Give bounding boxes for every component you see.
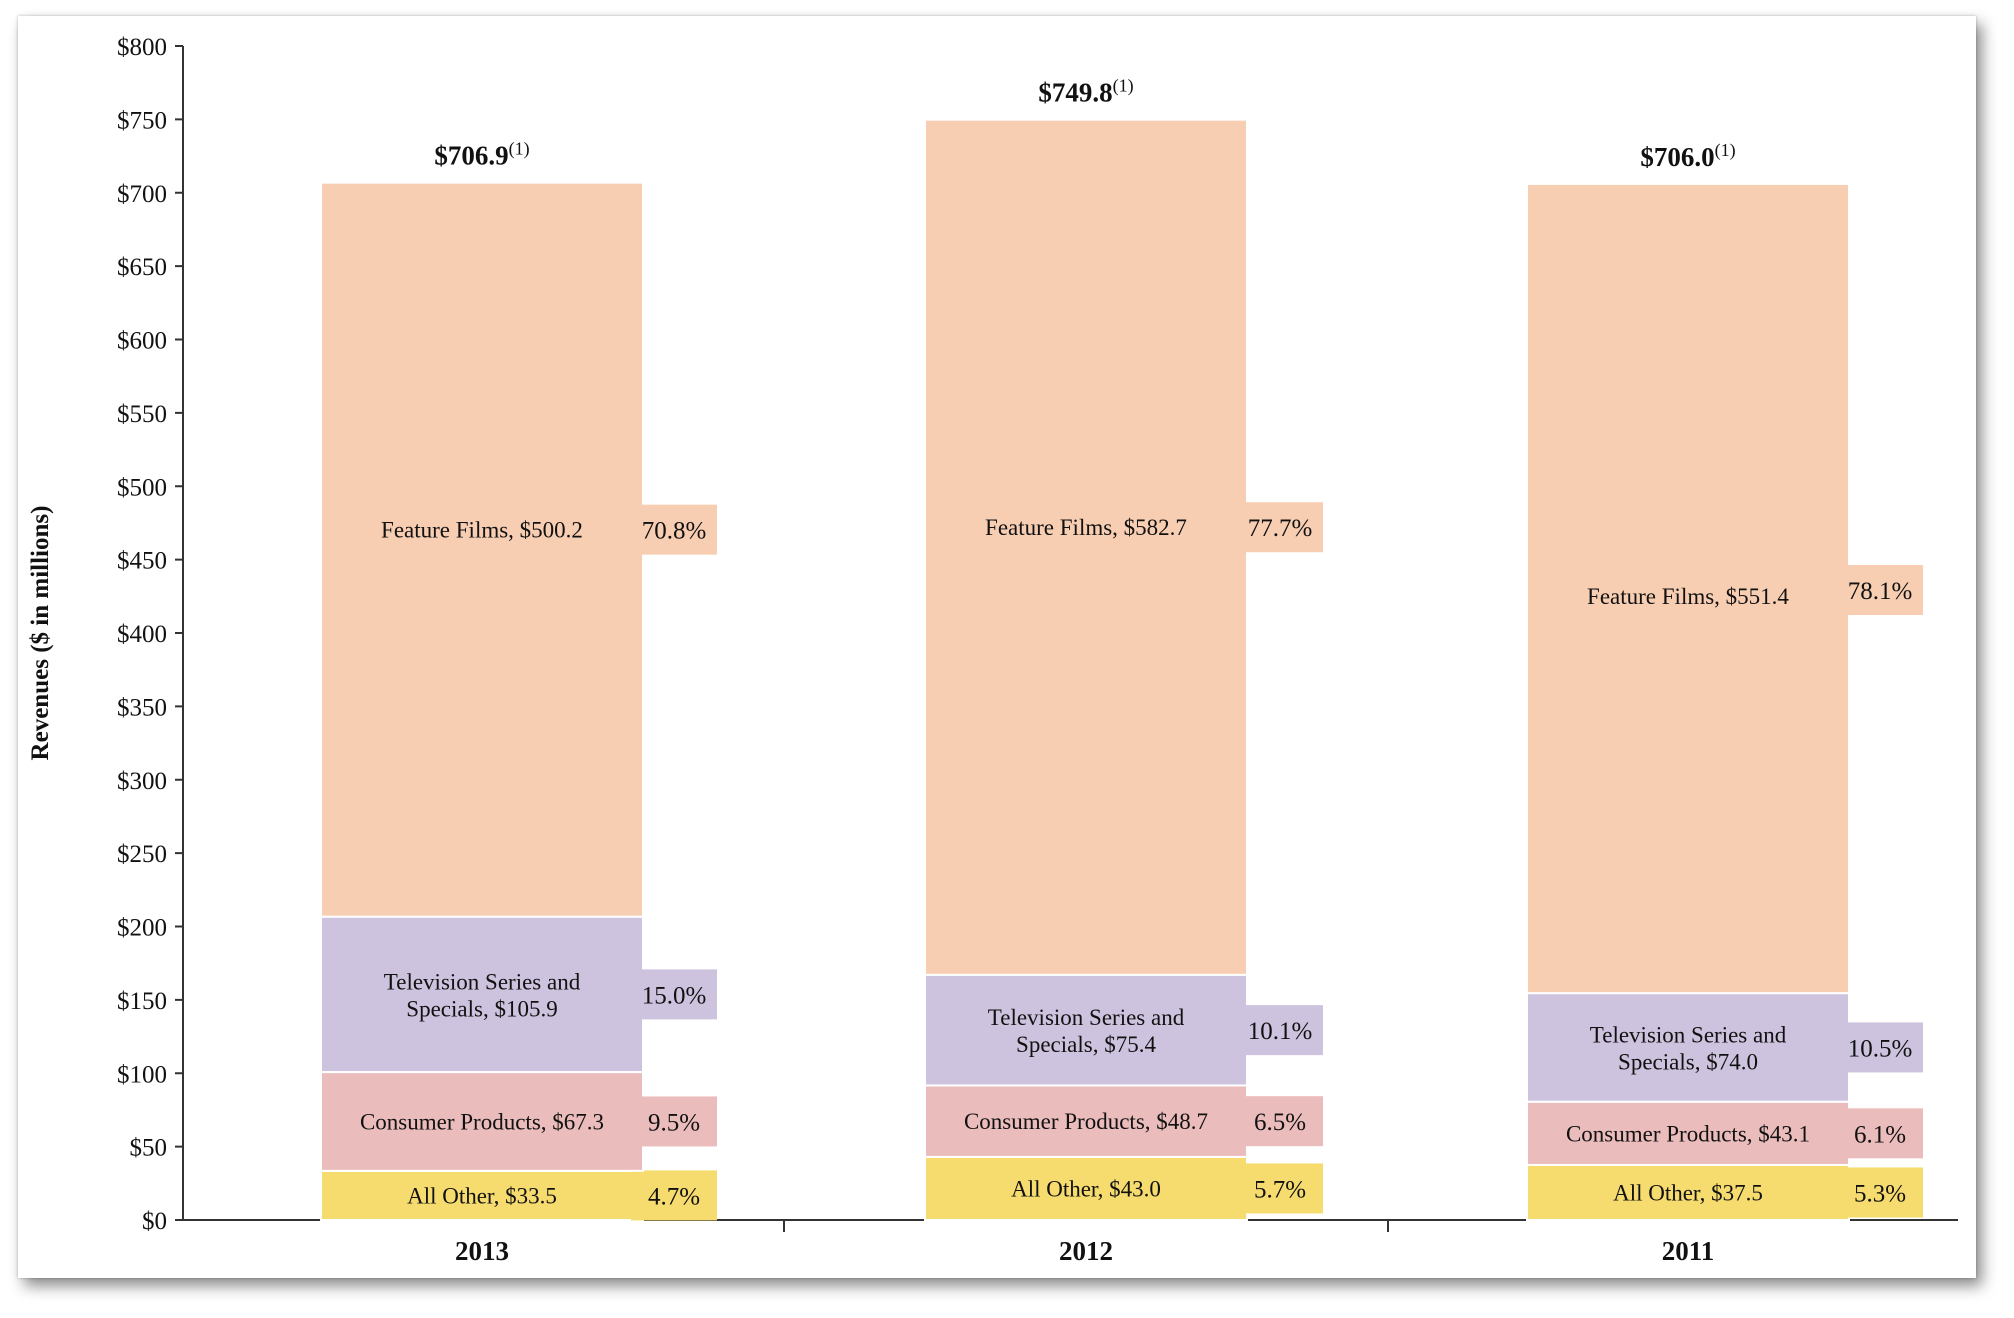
percent-box-television-series [1237,1005,1323,1056]
y-tick-label: $550 [117,401,167,428]
percent-box-feature-films [1837,565,1923,615]
segment-label: Feature Films, $582.7 [985,515,1187,540]
segment-label: All Other, $37.5 [1613,1180,1763,1205]
y-tick-label: $200 [117,915,167,942]
percent-label: 70.8% [642,518,707,545]
y-tick-label: $50 [130,1135,168,1162]
percent-box-consumer-products [1237,1096,1323,1147]
percent-label: 4.7% [648,1183,700,1210]
bar-total-label: $749.8(1) [1038,76,1133,108]
bar-segment-feature-films [1526,182,1850,995]
bar-segment-television-series [320,915,644,1074]
percent-box-all-other [1837,1167,1923,1218]
segment-label: Television Series and [988,1005,1185,1030]
x-category-label: 2011 [1662,1236,1715,1266]
bar-segment-consumer-products [320,1071,644,1172]
percent-label: 10.5% [1848,1035,1913,1062]
segment-label: Television Series and [384,969,581,994]
percent-label: 6.1% [1854,1121,1906,1148]
percent-box-television-series [631,969,717,1020]
stacked-bar-chart: $0 $50 $100 $150 $200 $250 $300 $350 $400 $450 $50… [27,34,1958,1266]
bar-segment-consumer-products [924,1084,1248,1158]
percent-box-consumer-products [631,1096,717,1147]
chart-frame: $0 $50 $100 $150 $200 $250 $300 $350 $400 $450 $50… [18,16,1976,1278]
segment-label: Feature Films, $551.4 [1587,584,1789,609]
segment-label: Feature Films, $500.2 [381,518,583,543]
percent-label: 5.7% [1254,1176,1306,1203]
bar-segment-feature-films [320,181,644,918]
percent-box-all-other [631,1170,717,1221]
y-tick-label: $600 [117,328,167,355]
percent-label: 6.5% [1254,1109,1306,1136]
y-tick-label: $350 [117,694,167,721]
y-tick-label: $450 [117,548,167,575]
bar-segment-consumer-products [1526,1100,1850,1166]
segment-label: Consumer Products, $48.7 [964,1109,1208,1134]
segment-label: Specials, $75.4 [1016,1032,1156,1057]
percent-label: 10.1% [1248,1018,1313,1045]
bar-total-label: $706.0(1) [1640,140,1735,172]
bar-segment-television-series [1526,992,1850,1103]
y-tick-label: $400 [117,621,167,648]
y-tick-label: $0 [142,1208,167,1235]
y-tick-label: $700 [117,181,167,208]
y-tick-label: $800 [117,34,167,61]
y-tick-label: $300 [117,768,167,795]
percent-box-consumer-products [1837,1108,1923,1159]
y-tick-label: $750 [117,107,167,134]
bar-total-label: $706.9(1) [434,139,529,171]
y-axis-title: Revenues ($ in millions) [27,506,54,761]
percent-label: 77.7% [1248,515,1313,542]
segment-label: Consumer Products, $67.3 [360,1109,604,1134]
bar-segment-feature-films [924,118,1248,976]
segment-label: Consumer Products, $43.1 [1566,1121,1810,1146]
segment-label: Television Series and [1590,1022,1787,1047]
percent-label: 9.5% [648,1109,700,1136]
y-tick-label: $100 [117,1061,167,1088]
segment-label: Specials, $105.9 [406,996,557,1021]
percent-label: 5.3% [1854,1180,1906,1207]
percent-label: 15.0% [642,982,707,1009]
segment-label: Specials, $74.0 [1618,1049,1758,1074]
y-tick-label: $150 [117,988,167,1015]
segment-label: All Other, $43.0 [1011,1176,1161,1201]
percent-box-television-series [1837,1022,1923,1073]
percent-box-all-other [1237,1163,1323,1214]
x-category-label: 2012 [1059,1236,1113,1266]
y-tick-label: $650 [117,254,167,281]
percent-label: 78.1% [1848,578,1913,605]
x-category-label: 2013 [455,1236,509,1266]
segment-label: All Other, $33.5 [407,1183,557,1208]
y-tick-label: $250 [117,841,167,868]
percent-box-feature-films [1237,502,1323,553]
percent-box-feature-films [631,504,717,555]
y-tick-label: $500 [117,474,167,501]
